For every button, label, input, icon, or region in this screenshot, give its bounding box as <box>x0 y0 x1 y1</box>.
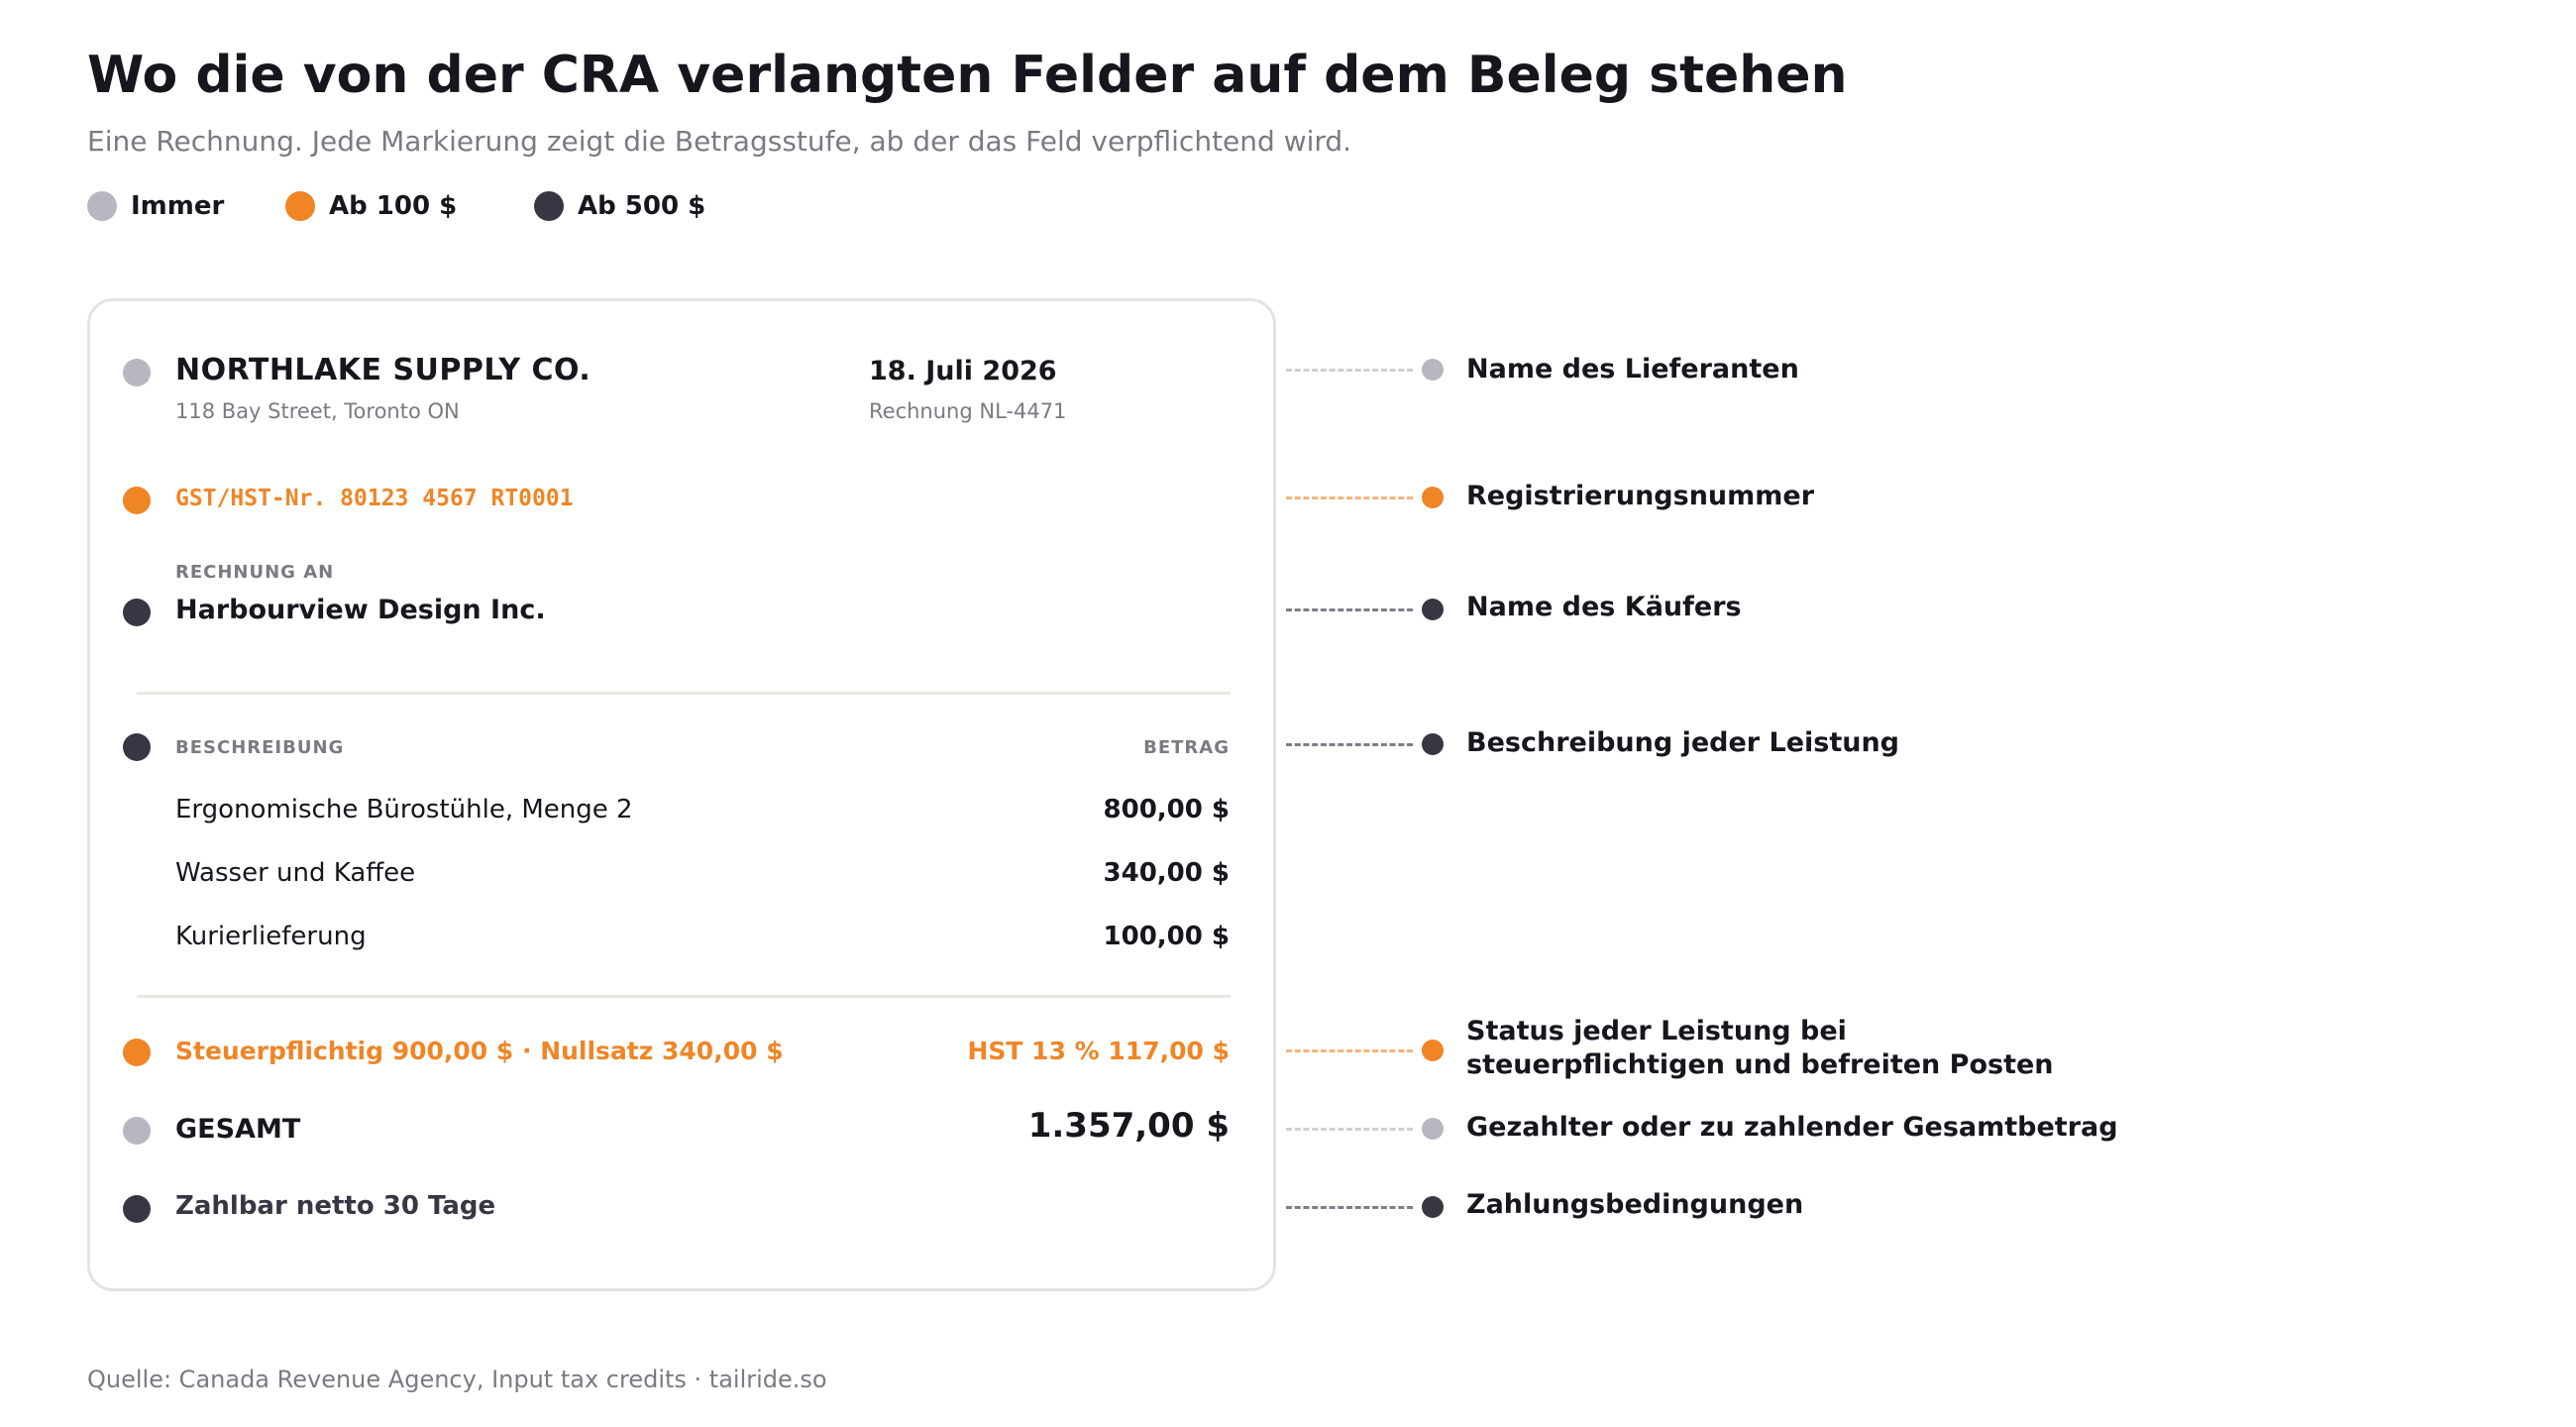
connector-line <box>1286 1049 1413 1052</box>
callout-dot-immer <box>1422 1118 1444 1140</box>
legend-item-immer: Immer <box>87 191 285 221</box>
callout-label: Registrierungsnummer <box>1466 481 1815 511</box>
supplier-address: 118 Bay Street, Toronto ON <box>175 399 460 423</box>
marker-dot-immer <box>123 359 151 386</box>
invoice-card: NORTHLAKE SUPPLY CO. 118 Bay Street, Tor… <box>87 298 1276 1291</box>
divider <box>137 692 1231 695</box>
page-subtitle: Eine Rechnung. Jede Markierung zeigt die… <box>87 125 1352 158</box>
line-item-amount: 800,00 $ <box>1103 795 1230 824</box>
marker-dot-ab500 <box>123 599 151 626</box>
callout-label: Gezahlter oder zu zahlender Gesamtbetrag <box>1466 1112 2118 1143</box>
column-header-description: BESCHREIBUNG <box>175 737 345 758</box>
callout-label: Beschreibung jeder Leistung <box>1466 727 1900 758</box>
callout-dot-ab100 <box>1422 487 1444 508</box>
tax-registration-number: GST/HST-Nr. 80123 4567 RT0001 <box>175 486 574 511</box>
callout-label: Zahlungsbedingungen <box>1466 1189 1804 1220</box>
bill-to-label: RECHNUNG AN <box>175 562 335 583</box>
legend-label: Immer <box>131 191 225 221</box>
callout-label-line: steuerpflichtigen und befreiten Posten <box>1466 1049 2054 1080</box>
source-note: Quelle: Canada Revenue Agency, Input tax… <box>87 1366 827 1393</box>
column-header-amount: BETRAG <box>1143 737 1230 758</box>
marker-dot-immer <box>123 1117 151 1145</box>
callout-dot-ab500 <box>1422 1196 1444 1218</box>
legend-dot-ab100 <box>285 191 315 221</box>
callout-dot-ab500 <box>1422 733 1444 755</box>
marker-dot-ab100 <box>123 1039 151 1066</box>
tax-status: Steuerpflichtig 900,00 $ · Nullsatz 340,… <box>175 1037 784 1065</box>
callout-dot-ab500 <box>1422 599 1444 620</box>
page-title: Wo die von der CRA verlangten Felder auf… <box>87 46 1848 105</box>
callout-label: Status jeder Leistung bei steuerpflichti… <box>1466 1015 2054 1082</box>
legend: Immer Ab 100 $ Ab 500 $ <box>87 191 705 221</box>
legend-dot-immer <box>87 191 117 221</box>
connector-line <box>1286 496 1413 499</box>
tax-amount: HST 13 % 117,00 $ <box>967 1037 1230 1065</box>
callout-label-line: Status jeder Leistung bei <box>1466 1016 1847 1046</box>
supplier-name: NORTHLAKE SUPPLY CO. <box>175 353 591 387</box>
connector-line <box>1286 608 1413 611</box>
invoice-number: Rechnung NL-4471 <box>869 399 1067 423</box>
line-item-amount: 100,00 $ <box>1103 922 1230 951</box>
legend-dot-ab500 <box>534 191 564 221</box>
total-label: GESAMT <box>175 1114 301 1145</box>
connector-line <box>1286 369 1413 372</box>
line-item-description: Kurierlieferung <box>175 922 367 951</box>
callout-dot-ab100 <box>1422 1040 1444 1061</box>
invoice-date: 18. Juli 2026 <box>869 356 1057 386</box>
callout-dot-immer <box>1422 359 1444 381</box>
marker-dot-ab500 <box>123 733 151 761</box>
callout-label: Name des Käufers <box>1466 592 1742 622</box>
buyer-name: Harbourview Design Inc. <box>175 595 546 625</box>
marker-dot-ab500 <box>123 1195 151 1223</box>
legend-label: Ab 100 $ <box>329 191 458 221</box>
connector-line <box>1286 1128 1413 1131</box>
legend-label: Ab 500 $ <box>578 191 706 221</box>
legend-item-ab100: Ab 100 $ <box>285 191 534 221</box>
divider <box>137 995 1231 998</box>
connector-line <box>1286 1206 1413 1209</box>
marker-dot-ab100 <box>123 487 151 514</box>
connector-line <box>1286 743 1413 746</box>
total-amount: 1.357,00 $ <box>1027 1106 1230 1146</box>
line-item-description: Ergonomische Bürostühle, Menge 2 <box>175 795 633 824</box>
callout-label: Name des Lieferanten <box>1466 354 1799 384</box>
line-item-description: Wasser und Kaffee <box>175 858 416 888</box>
payment-terms: Zahlbar netto 30 Tage <box>175 1191 496 1221</box>
line-item-amount: 340,00 $ <box>1103 858 1230 888</box>
legend-item-ab500: Ab 500 $ <box>534 191 705 221</box>
